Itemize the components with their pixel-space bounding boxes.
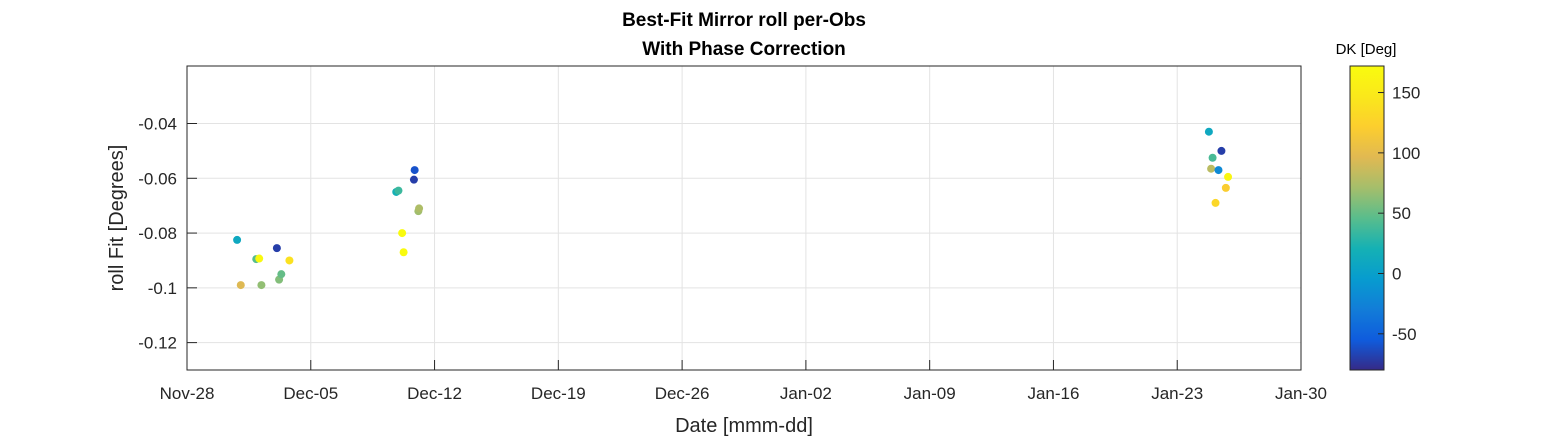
colorbar-tick-label: 100 <box>1392 144 1420 163</box>
colorbar-tick-label: 50 <box>1392 204 1411 223</box>
x-tick-label: Jan-16 <box>1027 384 1079 403</box>
x-tick-label: Jan-30 <box>1275 384 1327 403</box>
data-point <box>415 204 424 213</box>
data-point <box>1221 183 1230 192</box>
x-tick-label: Dec-19 <box>531 384 586 403</box>
data-point <box>236 281 245 290</box>
data-point <box>257 281 266 290</box>
data-point <box>285 256 294 265</box>
chart-title-line-1: Best-Fit Mirror roll per-Obs <box>622 10 866 31</box>
data-point <box>398 229 407 238</box>
data-point <box>1211 198 1220 207</box>
data-point <box>1208 153 1217 162</box>
data-point <box>410 166 419 175</box>
data-point <box>1204 127 1213 136</box>
x-tick-label: Dec-05 <box>283 384 338 403</box>
data-point <box>1207 164 1216 173</box>
data-point <box>399 248 408 257</box>
x-tick-label: Jan-23 <box>1151 384 1203 403</box>
x-tick-label: Jan-02 <box>780 384 832 403</box>
colorbar-tick-label: -50 <box>1392 325 1417 344</box>
data-point <box>394 186 403 195</box>
x-tick-label: Dec-12 <box>407 384 462 403</box>
y-tick-label: -0.08 <box>138 224 177 243</box>
data-point <box>277 270 286 279</box>
x-tick-label: Dec-26 <box>655 384 710 403</box>
x-tick-label: Nov-28 <box>160 384 215 403</box>
data-point <box>272 244 281 253</box>
data-point <box>1214 166 1223 175</box>
plot-frame <box>186 65 1302 371</box>
data-point <box>233 235 242 244</box>
y-tick-label: -0.1 <box>148 279 177 298</box>
x-axis-ticks: Nov-28 Dec-05 Dec-12 Dec-19 Dec-26 Jan-02 Jan-… <box>160 360 1327 403</box>
data-points <box>233 127 1233 290</box>
y-axis-label: roll Fit [Degrees] <box>106 145 128 292</box>
x-axis-label: Date [mmm-dd] <box>675 415 813 437</box>
y-axis-ticks: -0.12 -0.1 -0.08 -0.06 -0.04 <box>138 115 197 353</box>
colorbar-tick-label: 0 <box>1392 264 1401 283</box>
plot-area <box>187 66 1301 370</box>
y-tick-label: -0.12 <box>138 334 177 353</box>
grid-lines <box>187 66 1301 370</box>
y-tick-label: -0.04 <box>138 115 177 134</box>
x-tick-label: Jan-09 <box>904 384 956 403</box>
colorbar-gradient <box>1349 65 1385 371</box>
y-tick-label: -0.06 <box>138 169 177 188</box>
colorbar: -50 0 50 100 150 <box>1349 65 1420 371</box>
data-point <box>409 175 418 184</box>
data-point <box>1224 172 1233 181</box>
data-point <box>1217 146 1226 155</box>
colorbar-tick-label: 150 <box>1392 84 1420 103</box>
data-point <box>255 254 264 263</box>
colorbar-label: DK [Deg] <box>1336 41 1397 58</box>
chart-title-line-2: With Phase Correction <box>642 39 846 60</box>
